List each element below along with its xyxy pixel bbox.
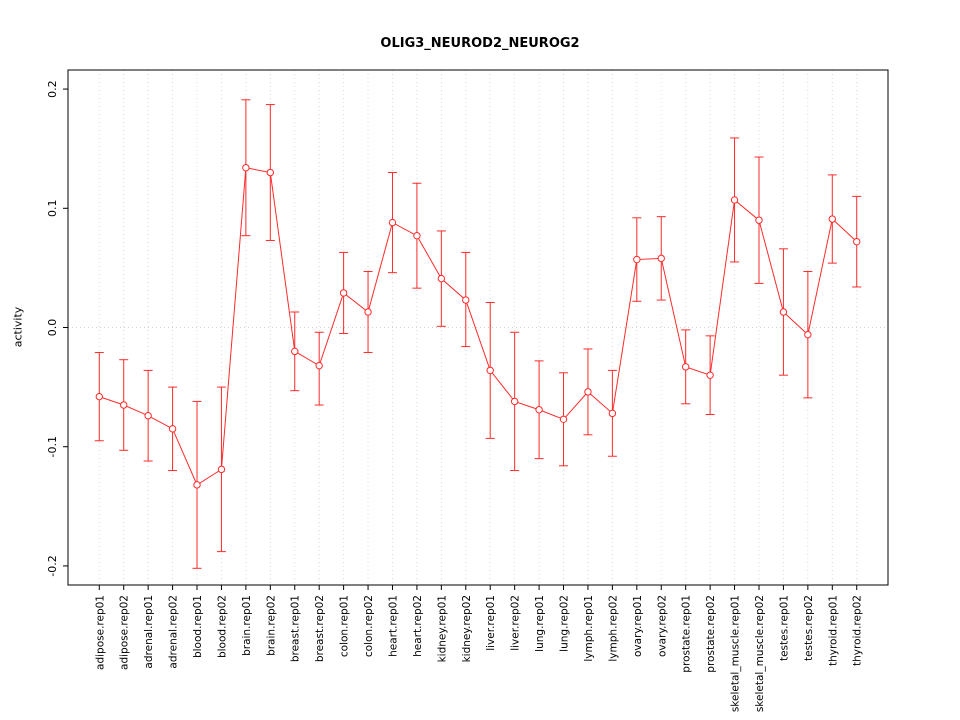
x-tick-label: brain.rep02 xyxy=(265,595,277,656)
x-tick-label: kidney.rep01 xyxy=(436,595,448,662)
data-point xyxy=(633,255,641,264)
x-tick-label: lung.rep02 xyxy=(559,595,571,652)
x-tick-label: adipose.rep01 xyxy=(94,595,106,670)
x-tick-label: colon.rep02 xyxy=(363,595,375,657)
y-tick-label: -0.2 xyxy=(46,555,59,576)
x-tick-label: heart.rep02 xyxy=(412,595,424,657)
x-tick-label: prostate.rep02 xyxy=(705,595,717,673)
x-tick-label: kidney.rep02 xyxy=(461,595,473,662)
data-point xyxy=(291,347,299,356)
data-point xyxy=(804,330,812,339)
data-point xyxy=(388,218,397,227)
data-point xyxy=(535,406,543,414)
data-point xyxy=(462,296,470,304)
data-point xyxy=(779,308,788,316)
data-point xyxy=(413,232,421,240)
y-axis: -0.2 -0.1 0.0 0.1 0.2 xyxy=(46,80,68,577)
x-tick-label: lung.rep01 xyxy=(534,595,546,652)
data-point xyxy=(266,168,275,177)
x-tick-label: ovary.rep01 xyxy=(632,595,644,657)
data-point xyxy=(217,465,226,474)
x-tick-label: thyroid.rep02 xyxy=(852,595,864,666)
x-tick-label: blood.rep02 xyxy=(216,595,228,658)
data-point xyxy=(486,366,494,375)
data-point xyxy=(657,254,665,263)
x-tick-label: thyroid.rep01 xyxy=(827,595,839,666)
data-point xyxy=(853,237,861,246)
x-tick-label: breast.rep01 xyxy=(290,595,302,662)
data-points xyxy=(95,164,861,489)
x-tick-label: adrenal.rep01 xyxy=(143,595,155,669)
x-tick-label: adipose.rep02 xyxy=(119,595,131,670)
data-point xyxy=(706,371,714,379)
data-point xyxy=(242,164,250,172)
data-point xyxy=(339,289,348,297)
x-tick-label: skeletal_muscle.rep02 xyxy=(754,595,766,712)
x-tick-label: testes.rep01 xyxy=(778,595,790,661)
x-tick-label: brain.rep01 xyxy=(241,595,253,656)
x-tick-label: breast.rep02 xyxy=(314,595,326,662)
data-point xyxy=(364,308,372,316)
data-point xyxy=(730,196,739,204)
chart-title: OLIG3_NEUROD2_NEUROG2 xyxy=(380,36,580,51)
data-point xyxy=(437,274,446,283)
x-tick-label: adrenal.rep02 xyxy=(168,595,180,669)
series-line xyxy=(99,167,858,486)
x-tick-label: testes.rep02 xyxy=(803,595,815,661)
x-tick-label: prostate.rep01 xyxy=(681,595,693,673)
y-axis-label: activity xyxy=(11,306,25,348)
x-tick-label: colon.rep01 xyxy=(339,595,351,657)
data-point xyxy=(193,481,201,489)
data-point xyxy=(510,397,519,406)
x-tick-label: liver.rep02 xyxy=(510,595,522,651)
y-tick-label: 0.2 xyxy=(46,80,59,98)
x-tick-label: lymph.rep02 xyxy=(607,595,619,662)
data-point xyxy=(584,388,592,396)
data-point xyxy=(755,216,763,224)
y-tick-label: 0.1 xyxy=(46,200,59,218)
x-tick-label: blood.rep01 xyxy=(192,595,204,658)
x-axis: adipose.rep01 adipose.rep02 adrenal.rep01 a… xyxy=(94,585,864,712)
data-point xyxy=(559,415,568,423)
x-tick-label: skeletal_muscle.rep01 xyxy=(730,595,742,712)
x-tick-label: heart.rep01 xyxy=(387,595,399,657)
x-tick-label: ovary.rep02 xyxy=(656,595,668,657)
data-point xyxy=(315,361,323,370)
x-tick-label: liver.rep01 xyxy=(485,595,497,651)
data-point xyxy=(120,401,128,409)
x-tick-label: lymph.rep01 xyxy=(583,595,595,662)
y-tick-label: 0.0 xyxy=(46,319,59,337)
data-point xyxy=(144,412,152,420)
data-point xyxy=(681,363,690,371)
data-point xyxy=(828,215,836,223)
data-point xyxy=(95,392,103,401)
y-tick-label: -0.1 xyxy=(46,436,59,457)
data-point xyxy=(608,409,617,418)
data-point xyxy=(168,425,177,433)
